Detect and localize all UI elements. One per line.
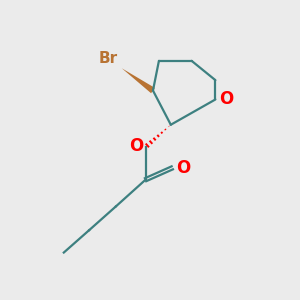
Text: O: O (219, 91, 233, 109)
Text: O: O (129, 136, 143, 154)
Text: O: O (176, 159, 190, 177)
Polygon shape (122, 68, 155, 93)
Text: Br: Br (99, 51, 118, 66)
